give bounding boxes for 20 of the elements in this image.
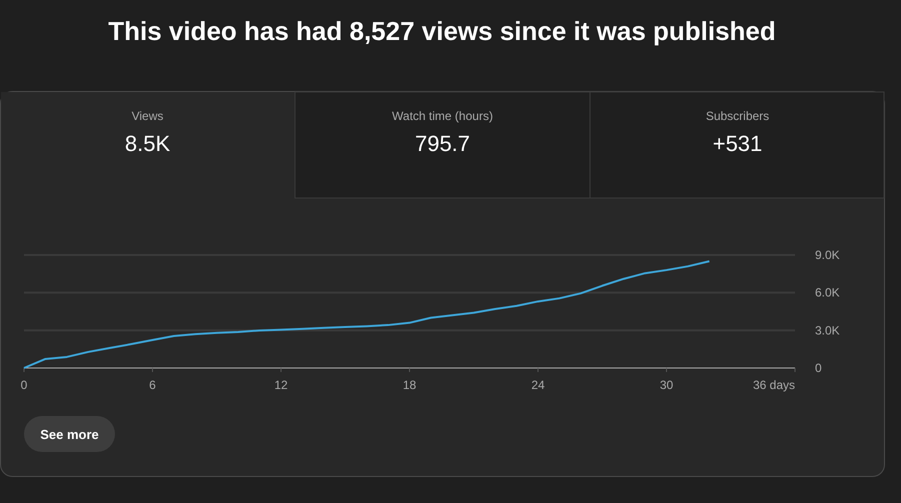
x-tick-label: 30	[660, 378, 674, 392]
x-tick-label: 24	[531, 378, 545, 392]
y-tick-label: 0	[815, 361, 822, 375]
text: Watch time (hours)	[392, 109, 493, 123]
text: +531	[712, 131, 762, 156]
x-tick-label: 36 days	[752, 378, 795, 392]
x-tick-label: 12	[274, 378, 288, 392]
x-tick-label: 6	[149, 378, 156, 392]
see-more-button: See more	[24, 416, 115, 452]
y-tick-label: 9.0K	[815, 248, 840, 262]
text: Views	[132, 109, 164, 123]
text: 795.7	[414, 131, 470, 156]
y-tick-label: 6.0K	[815, 286, 840, 300]
text: Subscribers	[706, 109, 770, 123]
x-tick-label: 0	[20, 378, 28, 392]
y-tick-label: 3.0K	[815, 323, 840, 338]
x-tick-label: 18	[402, 378, 416, 392]
chart-title: This video has had 8,527 views since it was published	[108, 16, 776, 46]
text: 8.5K	[124, 131, 170, 156]
line-series	[23, 260, 710, 369]
